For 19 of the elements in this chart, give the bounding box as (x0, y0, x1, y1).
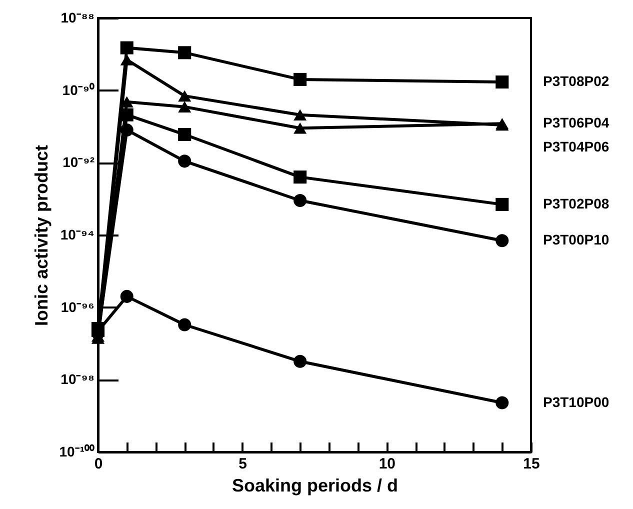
text: P3T00P10 (543, 232, 610, 248)
x-tick-label: 5 (238, 456, 248, 472)
y-tick-label: 10⁻¹⁰⁰ (59, 444, 94, 460)
x-axis-title: Soaking periods / d (232, 476, 398, 496)
text: P3T08P02 (543, 73, 610, 89)
y-axis-title: Ionic activity product (31, 144, 52, 326)
text: P3T02P08 (543, 195, 610, 212)
text: P3T06P04 (543, 114, 610, 131)
text: P3T10P00 (543, 394, 610, 410)
y-tick-label: 10⁻⁹⁸ (60, 371, 94, 388)
y-tick-label: 10⁻⁹⁶ (60, 298, 94, 315)
y-tick-label: 10⁻⁹⁰ (62, 82, 94, 98)
x-tick-label: 10 (378, 456, 396, 472)
y-tick-label: 10⁻⁹⁴ (60, 226, 95, 242)
x-tick-label: 15 (523, 456, 540, 472)
x-tick-label: 0 (94, 456, 103, 472)
y-tick-label: 10⁻⁹² (62, 154, 95, 170)
text: P3T04P06 (543, 138, 610, 155)
y-tick-label: 10⁻⁸⁸ (60, 10, 94, 26)
